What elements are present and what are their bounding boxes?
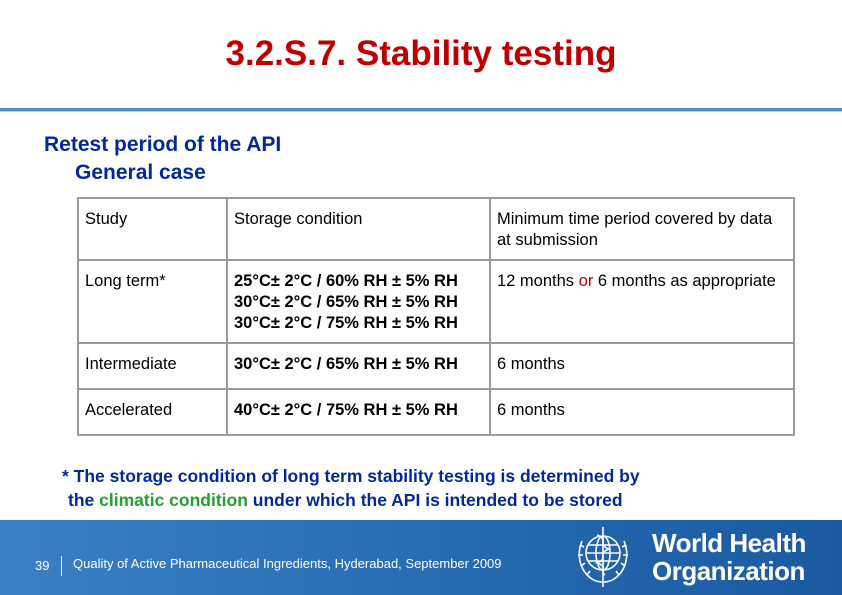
period-cell: 12 months or 6 months as appropriate	[489, 259, 795, 344]
study-cell: Long term*	[77, 259, 228, 344]
condition-line: 40°C± 2°C / 75% RH ± 5% RH	[234, 401, 458, 419]
footnote-line-2: the climatic condition under which the A…	[62, 488, 802, 512]
header-minimum-period: Minimum time period covered by data at s…	[489, 197, 795, 261]
condition-line: 25°C± 2°C / 60% RH ± 5% RH	[234, 272, 458, 290]
title-divider-shadow	[0, 111, 842, 112]
condition-line: 30°C± 2°C / 65% RH ± 5% RH	[234, 293, 458, 311]
footer-bar	[0, 520, 842, 595]
organization-name-line-2: Organization	[652, 556, 805, 586]
condition-line: 30°C± 2°C / 65% RH ± 5% RH	[234, 355, 458, 373]
footnote-highlight: climatic condition	[99, 490, 248, 510]
study-cell: Accelerated	[77, 388, 228, 436]
footer-separator	[61, 556, 62, 576]
title-divider	[0, 108, 842, 111]
condition-line: 30°C± 2°C / 75% RH ± 5% RH	[234, 314, 458, 332]
table-header-row: Study Storage condition Minimum time per…	[77, 197, 795, 261]
study-cell: Intermediate	[77, 342, 228, 390]
header-storage-condition: Storage condition	[226, 197, 491, 261]
condition-cell: 30°C± 2°C / 65% RH ± 5% RH	[226, 342, 491, 390]
header-study: Study	[77, 197, 228, 261]
organization-name-line-1: World Health	[652, 528, 806, 558]
period-cell: 6 months	[489, 342, 795, 390]
period-cell: 6 months	[489, 388, 795, 436]
section-heading: Retest period of the API	[44, 133, 282, 156]
who-emblem-icon	[578, 527, 628, 587]
slide-title: 3.2.S.7. Stability testing	[225, 34, 617, 73]
condition-cell: 40°C± 2°C / 75% RH ± 5% RH	[226, 388, 491, 436]
footer-text: Quality of Active Pharmaceutical Ingredi…	[73, 556, 502, 571]
footnote-text: the	[68, 490, 95, 510]
condition-cell: 25°C± 2°C / 60% RH ± 5% RH 30°C± 2°C / 6…	[226, 259, 491, 344]
period-value-alt: 6 months as appropriate	[597, 272, 776, 290]
section-subheading: General case	[75, 161, 206, 184]
period-or: or	[578, 272, 594, 290]
footnote-line-1: * The storage condition of long term sta…	[62, 466, 640, 486]
footnote: * The storage condition of long term sta…	[62, 464, 802, 512]
page-number: 39	[35, 558, 50, 573]
organization-name: World Health Organization	[652, 529, 806, 585]
period-value: 12 months	[497, 272, 575, 290]
footnote-text: under which the API is intended to be st…	[252, 490, 623, 510]
stability-table: Study Storage condition Minimum time per…	[77, 197, 795, 436]
table-row: Intermediate 30°C± 2°C / 65% RH ± 5% RH …	[77, 342, 795, 390]
table-row: Long term* 25°C± 2°C / 60% RH ± 5% RH 30…	[77, 259, 795, 344]
table-row: Accelerated 40°C± 2°C / 75% RH ± 5% RH 6…	[77, 388, 795, 436]
